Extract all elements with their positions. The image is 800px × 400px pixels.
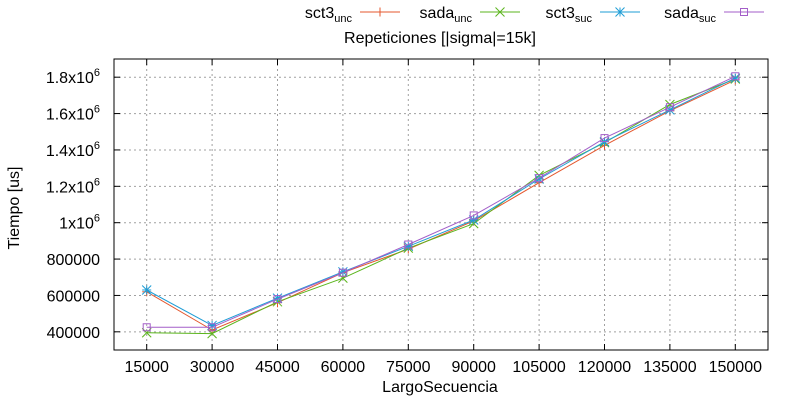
data-point: [615, 7, 625, 17]
x-tick-label: 150000: [709, 359, 762, 376]
legend: sct3unc sadaunc sct3suc sadasuc: [305, 5, 764, 25]
series-line: [146, 75, 736, 328]
x-tick-label: 30000: [190, 359, 235, 376]
legend-label: sct3unc: [305, 5, 353, 25]
data-point: [142, 323, 151, 332]
y-tick-label: 1x106: [59, 213, 100, 233]
grid: [114, 59, 768, 350]
x-tick-label: 120000: [578, 359, 631, 376]
legend-entry: sadasuc: [664, 5, 764, 25]
series-line: [146, 78, 736, 335]
legend-entry: sadaunc: [420, 5, 520, 25]
x-tick-label: 45000: [255, 359, 300, 376]
series-sada-suc: [142, 72, 740, 332]
legend-entry: sct3unc: [305, 5, 400, 25]
series-line: [146, 77, 736, 326]
legend-label: sadasuc: [664, 5, 716, 25]
x-tick-label: 90000: [451, 359, 496, 376]
data-point: [273, 295, 282, 304]
data-point: [375, 7, 385, 17]
data-point: [469, 211, 478, 220]
data-point: [535, 174, 544, 183]
x-tick-label: 15000: [124, 359, 169, 376]
y-tick-label: 1.2x106: [46, 176, 100, 196]
x-tick-label: 60000: [321, 359, 366, 376]
data-point: [600, 134, 609, 143]
y-tick-label: 800000: [47, 252, 100, 269]
y-tick-label: 1.4x106: [46, 140, 100, 160]
legend-entry: sct3suc: [546, 5, 640, 25]
y-axis-label: Tiempo [us]: [6, 167, 23, 250]
y-tick-label: 600000: [47, 288, 100, 305]
y-tick-label: 1.8x106: [46, 67, 100, 87]
data-point: [740, 8, 748, 16]
y-tick-label: 1.6x106: [46, 104, 100, 124]
data-point: [404, 240, 413, 249]
series-lines: [141, 72, 741, 339]
y-tick-label: 400000: [47, 325, 100, 342]
x-tick-label: 105000: [512, 359, 565, 376]
legend-label: sadaunc: [420, 5, 473, 25]
data-point: [731, 72, 740, 81]
series-line: [146, 79, 736, 331]
data-point: [665, 103, 674, 112]
x-tick-label: 75000: [386, 359, 431, 376]
ticks: 15000 30000 45000 60000 75000 90000 105000 1200…: [46, 59, 768, 376]
legend-label: sct3suc: [546, 5, 593, 25]
data-point: [141, 285, 152, 295]
chart-title: Repeticiones [|sigma|=15k]: [344, 30, 536, 47]
data-point: [338, 268, 347, 277]
x-tick-label: 135000: [643, 359, 696, 376]
series-sct3-suc: [141, 73, 741, 331]
x-axis-label: LargoSecuencia: [382, 379, 498, 396]
data-point: [495, 7, 505, 17]
data-point: [208, 323, 217, 332]
plot-frame: [113, 58, 769, 351]
